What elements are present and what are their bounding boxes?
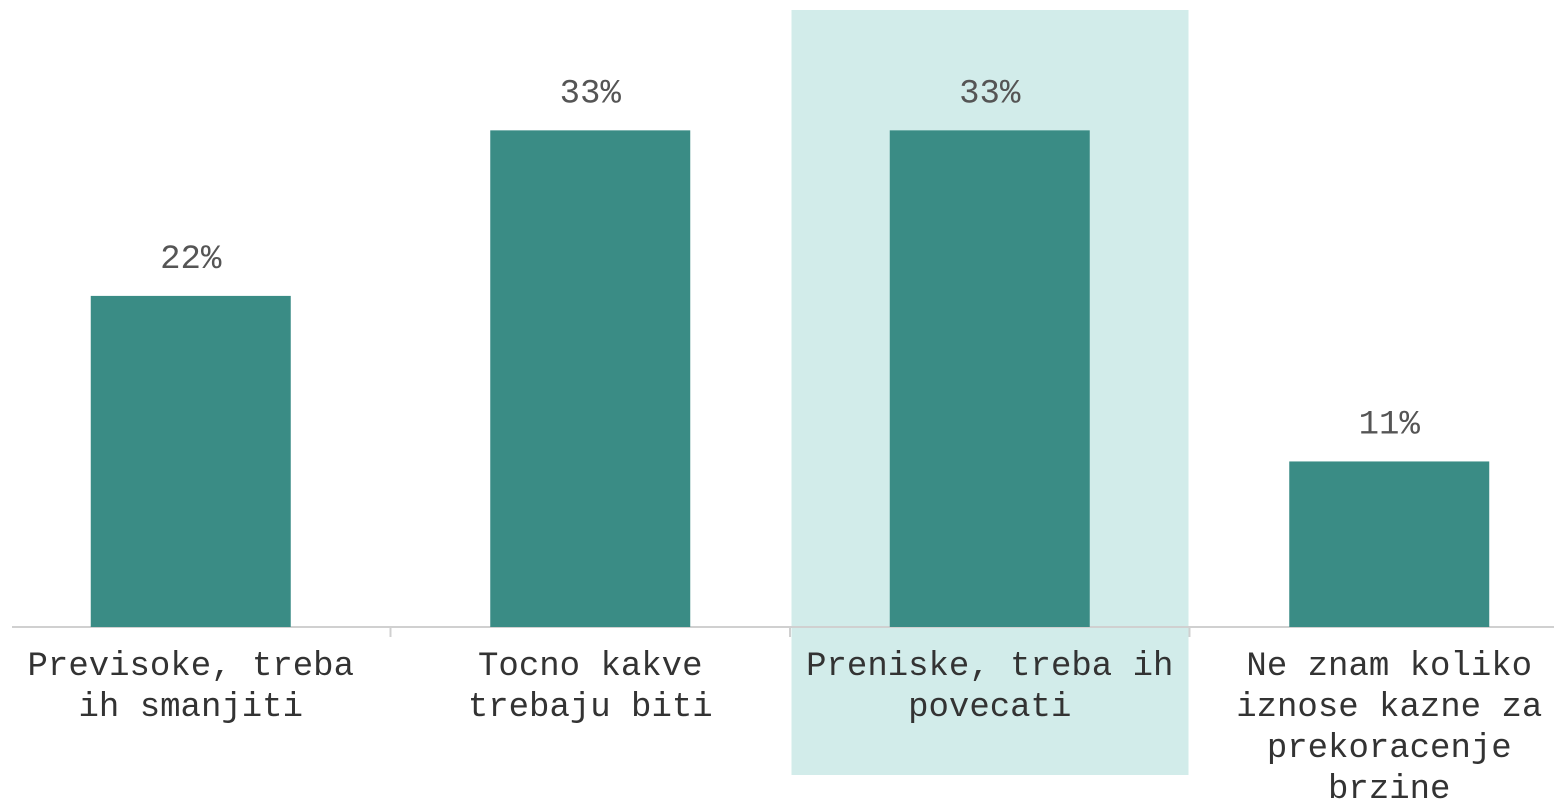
x-tick-label: Previsoke, treba ih smanjiti	[28, 648, 354, 727]
value-label: 11%	[1359, 406, 1421, 444]
x-tick-label: Ne znam koliko iznose kazne za prekoracenj…	[1236, 648, 1542, 799]
bar	[1289, 461, 1490, 627]
x-tick-label: Tocno kakve trebaju biti	[468, 648, 713, 727]
value-label: 33%	[560, 75, 622, 113]
value-label: 22%	[160, 241, 222, 279]
value-label: 33%	[959, 75, 1021, 113]
bar	[490, 130, 691, 627]
bar	[889, 130, 1090, 627]
x-tick-label: Preniske, treba ih povecati	[806, 648, 1173, 727]
bar	[90, 295, 291, 627]
